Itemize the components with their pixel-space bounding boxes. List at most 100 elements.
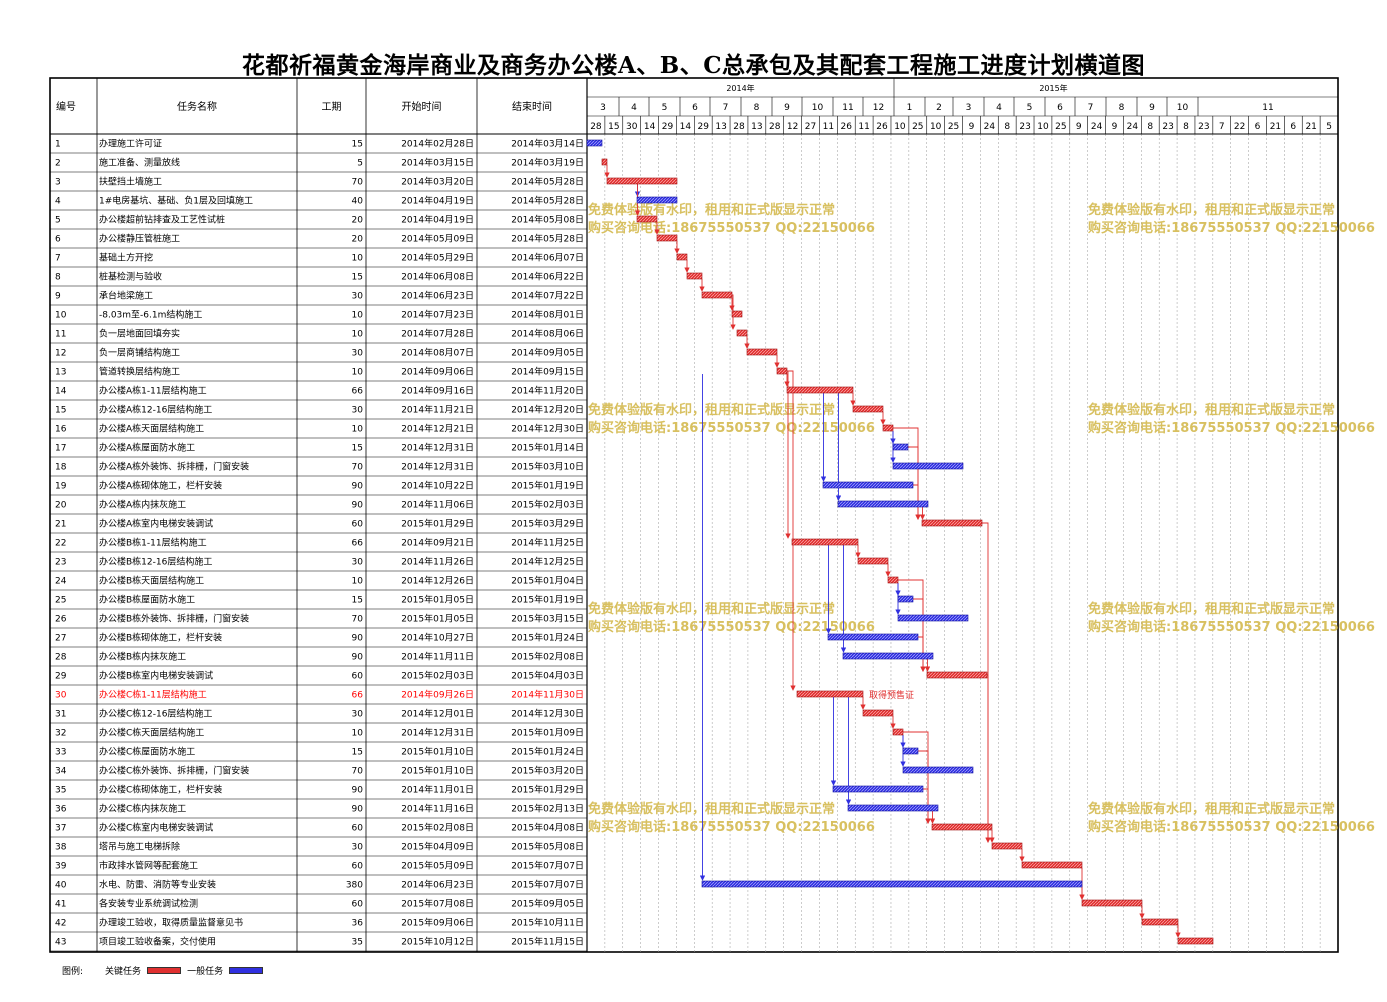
task-duration: 5 (357, 159, 363, 169)
task-end: 2015年01月19日 (511, 480, 584, 492)
task-name: 办公楼A栋外装饰、拆排栅，门窗安装 (99, 461, 249, 473)
month-label: 6 (692, 103, 698, 113)
task-duration: 70 (352, 615, 364, 625)
task-end: 2015年03月15日 (511, 613, 584, 625)
day-tick-label: 14 (680, 122, 692, 132)
day-tick-label: 9 (1112, 122, 1118, 132)
task-id: 30 (55, 691, 67, 701)
task-bar (786, 386, 854, 394)
task-start: 2014年11月06日 (401, 499, 474, 511)
task-duration: 15 (352, 748, 363, 758)
task-id: 23 (55, 558, 66, 568)
month-label: 4 (631, 103, 637, 113)
task-duration: 60 (352, 520, 364, 530)
task-bar (606, 177, 678, 185)
day-tick-label: 23 (1019, 122, 1030, 132)
day-tick-label: 13 (715, 122, 726, 132)
task-bar (857, 557, 889, 565)
task-end: 2015年01月24日 (511, 632, 584, 644)
task-bar (991, 842, 1023, 850)
legend-normal-label: 一般任务 (187, 966, 224, 977)
task-duration: 60 (352, 862, 364, 872)
gantt-grid (49, 77, 1339, 953)
watermark-text: 免费体验版有水印，租用和正式版显示正常 (588, 202, 835, 218)
month-label: 12 (873, 103, 884, 113)
task-start: 2014年11月16日 (401, 803, 474, 815)
task-name: 办公楼B栋室内电梯安装调试 (99, 670, 213, 682)
task-id: 4 (55, 197, 61, 207)
task-duration: 10 (352, 330, 364, 340)
task-end: 2014年05月28日 (511, 176, 584, 188)
task-duration: 380 (346, 881, 363, 891)
task-start: 2014年07月28日 (401, 328, 474, 340)
day-tick-label: 13 (751, 122, 762, 132)
day-tick-label: 22 (1234, 122, 1245, 132)
task-bar (1141, 918, 1179, 926)
month-label: 9 (1149, 103, 1155, 113)
day-tick-label: 11 (823, 122, 834, 132)
month-label: 1 (907, 103, 913, 113)
task-id: 22 (55, 539, 66, 549)
task-start: 2014年06月08日 (401, 271, 474, 283)
day-tick-label: 14 (644, 122, 656, 132)
task-name: 基础土方开挖 (99, 252, 153, 264)
task-id: 1 (55, 140, 61, 150)
task-start: 2014年02月28日 (401, 138, 474, 150)
watermark-text: 购买咨询电话:18675550537 QQ:22150066 (1088, 220, 1375, 236)
task-name: 扶壁挡土墙施工 (99, 176, 162, 188)
day-tick-label: 21 (1305, 122, 1316, 132)
task-start: 2014年09月26日 (401, 689, 474, 701)
month-label: 2 (936, 103, 942, 113)
task-id: 27 (55, 634, 66, 644)
task-name: 负一层地面回填夯实 (99, 328, 180, 340)
task-name: 办公楼A栋12-16层结构施工 (99, 404, 212, 416)
task-start: 2015年01月05日 (401, 594, 474, 606)
task-name: 办公楼B栋砌体施工，栏杆安装 (99, 632, 222, 644)
task-id: 6 (55, 235, 61, 245)
day-tick-label: 10 (894, 122, 906, 132)
watermark-text: 购买咨询电话:18675550537 QQ:22150066 (588, 220, 875, 236)
day-tick-label: 23 (1198, 122, 1209, 132)
task-end: 2014年11月20日 (511, 385, 584, 397)
task-start: 2014年10月22日 (401, 480, 474, 492)
task-end: 2015年01月09日 (511, 727, 584, 739)
task-bar (676, 253, 688, 261)
task-start: 2014年12月01日 (401, 708, 474, 720)
task-name: 办公楼C栋12-16层结构施工 (99, 708, 212, 720)
task-id: 24 (55, 577, 67, 587)
task-duration: 36 (352, 919, 364, 929)
task-end: 2015年04月08日 (511, 822, 584, 834)
task-bar (892, 443, 909, 451)
task-duration: 35 (352, 938, 363, 948)
task-start: 2014年03月15日 (401, 157, 474, 169)
legend-critical-label: 关键任务 (105, 966, 142, 977)
task-duration: 30 (352, 843, 364, 853)
task-end: 2014年05月28日 (511, 195, 584, 207)
task-end: 2014年06月07日 (511, 252, 584, 264)
day-tick-label: 10 (1037, 122, 1049, 132)
task-duration: 90 (352, 482, 364, 492)
month-label: 10 (1177, 103, 1189, 113)
task-duration: 70 (352, 767, 364, 777)
task-duration: 60 (352, 824, 364, 834)
task-duration: 15 (352, 273, 363, 283)
task-bar (601, 158, 608, 166)
day-tick-label: 26 (876, 122, 888, 132)
task-bar (827, 633, 919, 641)
dependency-link (923, 788, 931, 824)
task-end: 2014年05月08日 (511, 214, 584, 226)
task-end: 2014年03月19日 (511, 157, 584, 169)
task-name: 办公楼A栋砌体施工，栏杆安装 (99, 480, 222, 492)
watermark-text: 购买咨询电话:18675550537 QQ:22150066 (1088, 420, 1375, 436)
task-end: 2015年07月07日 (511, 879, 584, 891)
task-name: 办公楼C栋天面层结构施工 (99, 727, 204, 739)
task-duration: 20 (352, 216, 364, 226)
day-tick-label: 28 (733, 122, 745, 132)
task-bar (586, 139, 603, 147)
task-bar (842, 652, 934, 660)
task-start: 2015年01月10日 (401, 746, 474, 758)
month-label: 7 (1088, 103, 1094, 113)
watermark-text: 免费体验版有水印，租用和正式版显示正常 (1088, 202, 1335, 218)
task-end: 2015年01月29日 (511, 784, 584, 796)
task-duration: 10 (352, 368, 364, 378)
